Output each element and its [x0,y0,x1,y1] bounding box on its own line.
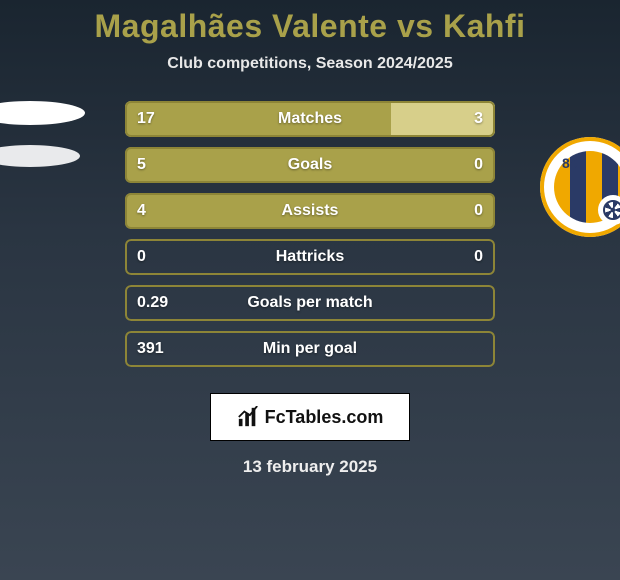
soccer-ball-icon [598,195,620,225]
page-title: Magalhães Valente vs Kahfi [95,8,526,45]
stat-label: Hattricks [276,248,344,266]
badge-number: 88 [562,155,578,171]
brand-badge: FcTables.com [210,393,410,441]
stat-row: 5 Goals 0 [125,147,495,183]
subtitle: Club competitions, Season 2024/2025 [167,55,452,73]
player-left-badge [0,101,110,167]
player-right-badge: 88 [510,137,620,237]
ellipse-icon [0,145,80,167]
stat-label: Assists [282,202,339,220]
value-right: 0 [474,156,483,174]
value-left: 5 [137,156,146,174]
value-right: 0 [474,248,483,266]
date-text: 13 february 2025 [243,457,377,477]
fill-left [125,101,391,137]
stat-label: Goals [288,156,332,174]
brand-text: FcTables.com [265,407,384,428]
chart-icon [237,406,259,428]
stat-row: 0.29 Goals per match [125,285,495,321]
value-left: 4 [137,202,146,220]
value-left: 17 [137,110,155,128]
stat-label: Matches [278,110,342,128]
club-badge-icon: 88 [540,137,620,237]
comparison-arena: 88 17Matches35Goals04Assists00Hattricks0… [0,101,620,377]
stat-row: 4 Assists 0 [125,193,495,229]
value-left: 0 [137,248,146,266]
stat-rows: 17 Matches 3 5 Goals 0 4 Assists 0 0 Hattricks 0 0.2… [125,101,495,367]
stat-row: 17 Matches 3 [125,101,495,137]
content-root: Magalhães Valente vs Kahfi Club competit… [0,0,620,580]
stat-label: Goals per match [247,294,372,312]
value-right: 0 [474,202,483,220]
value-left: 0.29 [137,294,168,312]
stat-label: Min per goal [263,340,357,358]
value-left: 391 [137,340,164,358]
stat-row: 391 Min per goal [125,331,495,367]
ellipse-icon [0,101,85,125]
value-right: 3 [474,110,483,128]
stat-row: 0 Hattricks 0 [125,239,495,275]
